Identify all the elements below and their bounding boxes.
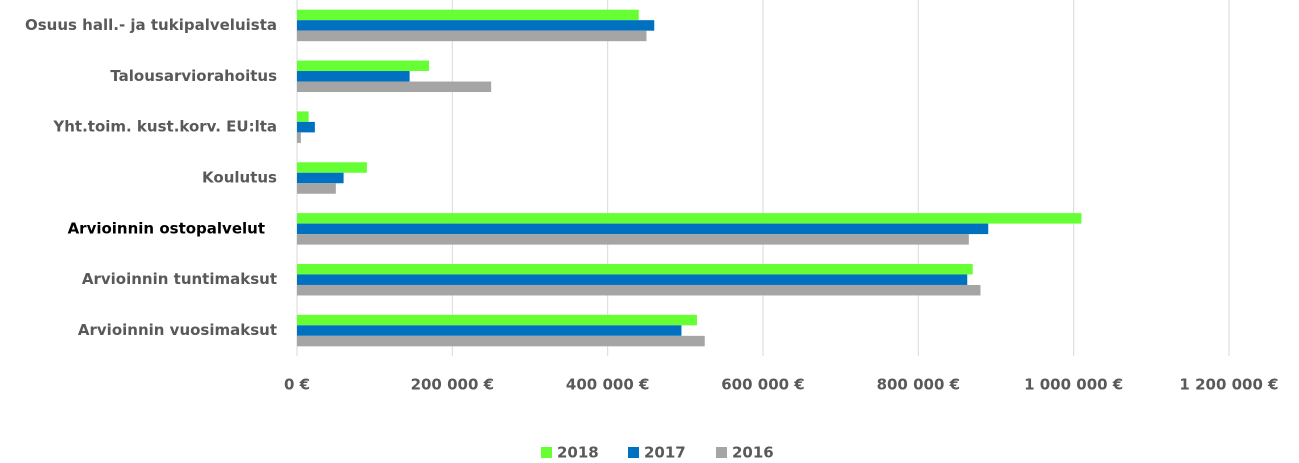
y-tick-label: Arvioinnin vuosimaksut [78, 321, 277, 339]
bar [297, 172, 344, 184]
y-tick-label: Yht.toim. kust.korv. EU:lta [52, 118, 277, 136]
legend-swatch [716, 447, 727, 458]
legend-label: 2016 [732, 444, 774, 462]
bar [297, 314, 697, 326]
legend-swatch [541, 447, 552, 458]
bar [297, 183, 336, 194]
bar [297, 71, 410, 82]
bar [297, 121, 315, 133]
bar [297, 111, 309, 122]
x-tick-label: 400 000 € [566, 376, 650, 394]
y-tick-label: Koulutus [202, 169, 277, 187]
x-tick-label: 0 € [284, 376, 310, 394]
bar [297, 234, 969, 245]
bar [297, 162, 367, 173]
x-tick-label: 200 000 € [411, 376, 495, 394]
bar [297, 325, 682, 336]
legend-swatch [628, 447, 639, 458]
x-tick-label: 1 200 000 € [1179, 376, 1278, 394]
bar [297, 60, 430, 72]
legend-label: 2018 [557, 444, 599, 462]
y-tick-label: Arvioinnin ostopalvelut [68, 219, 265, 237]
bar [297, 335, 705, 347]
bar [297, 284, 981, 296]
bar [297, 81, 492, 93]
x-tick-label: 800 000 € [877, 376, 961, 394]
legend-label: 2017 [644, 444, 686, 462]
x-tick-label: 1 000 000 € [1024, 376, 1123, 394]
x-tick-label: 600 000 € [721, 376, 805, 394]
y-tick-label: Arvioinnin tuntimaksut [82, 270, 277, 288]
bar [297, 274, 968, 285]
bar [297, 20, 655, 31]
bar [297, 263, 973, 275]
y-tick-label: Osuus hall.- ja tukipalveluista [25, 16, 277, 34]
bar [297, 30, 647, 42]
bar [297, 9, 639, 21]
y-tick-label: Talousarviorahoitus [110, 67, 277, 85]
bar [297, 223, 989, 235]
bar [297, 213, 1082, 224]
bar [297, 132, 301, 143]
